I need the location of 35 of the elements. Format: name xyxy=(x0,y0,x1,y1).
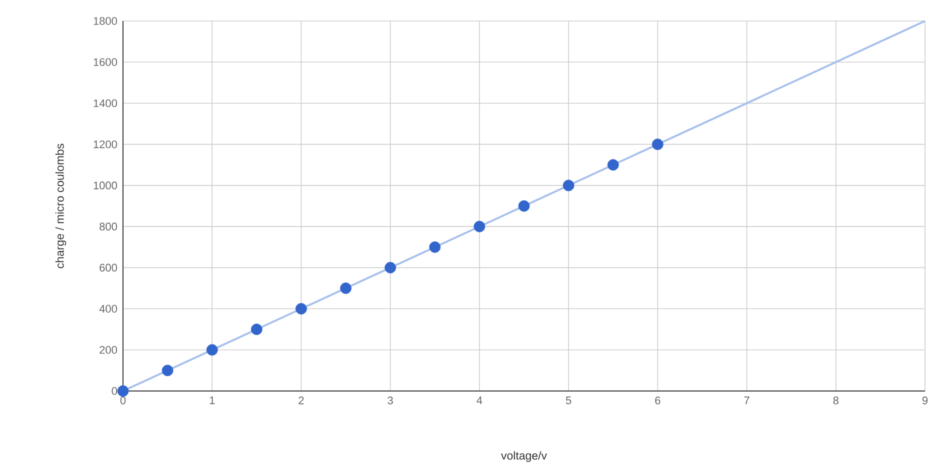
point xyxy=(340,282,352,294)
x-axis-title: voltage/v xyxy=(501,451,547,462)
x-tick-label: 4 xyxy=(476,396,482,404)
point xyxy=(474,220,486,232)
point xyxy=(562,180,574,192)
y-tick-label: 1800 xyxy=(94,17,118,25)
x-tick-label: 9 xyxy=(922,396,928,404)
point xyxy=(429,241,441,253)
point xyxy=(162,364,174,376)
point xyxy=(384,262,396,274)
point xyxy=(206,344,218,356)
y-tick-label: 800 xyxy=(100,222,118,230)
y-tick-label: 600 xyxy=(100,264,118,272)
x-tick-label: 3 xyxy=(388,396,393,404)
x-tick-label: 5 xyxy=(566,396,572,404)
x-tick-label: 1 xyxy=(210,396,215,404)
point xyxy=(652,138,664,150)
point xyxy=(518,200,530,212)
x-tick-label: 8 xyxy=(833,396,838,404)
y-tick-label: 1400 xyxy=(94,99,118,108)
point xyxy=(250,324,262,336)
y-tick-label: 200 xyxy=(100,346,118,354)
y-tick-label: 1600 xyxy=(94,58,118,66)
y-tick-label: 0 xyxy=(112,387,118,395)
y-tick-label: 400 xyxy=(99,304,118,313)
x-tick-label: 6 xyxy=(655,396,660,404)
y-tick-label: 1000 xyxy=(94,182,118,190)
x-tick-label: 7 xyxy=(744,396,750,404)
point xyxy=(117,385,129,397)
point xyxy=(607,159,619,171)
y-axis-title: charge / micro coulombs xyxy=(55,144,66,268)
point xyxy=(296,303,307,314)
x-tick-label: 2 xyxy=(298,396,304,404)
y-tick-label: 1200 xyxy=(94,140,118,148)
x-tick-label: 0 xyxy=(120,396,126,404)
